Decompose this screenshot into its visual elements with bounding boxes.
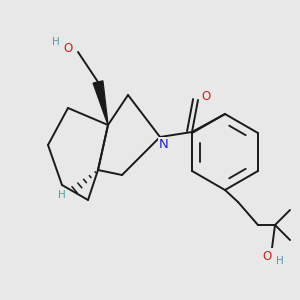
Text: O: O [201,89,211,103]
Text: N: N [159,139,169,152]
Text: H: H [58,190,66,200]
Text: H: H [276,256,284,266]
Text: H: H [52,37,60,47]
Polygon shape [93,81,108,125]
Text: O: O [262,250,272,262]
Text: O: O [63,43,73,56]
